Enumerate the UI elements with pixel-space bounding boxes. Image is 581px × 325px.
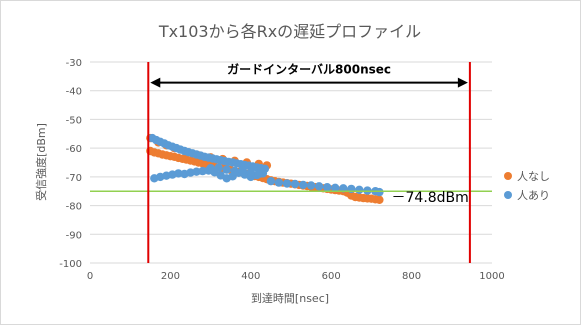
data-point (375, 187, 384, 197)
grid (90, 61, 492, 264)
legend-marker (504, 172, 512, 180)
legend-label: 人なし (517, 170, 550, 183)
data-point (192, 167, 201, 176)
x-tick-label: 200 (161, 271, 180, 282)
data-point (323, 183, 332, 192)
y-tick-label: -90 (66, 230, 82, 241)
data-point (174, 169, 183, 178)
x-tick-labels: 0 200 400 600 800 1000 (87, 271, 505, 282)
data-point (214, 163, 223, 172)
y-tick-label: -60 (66, 144, 82, 155)
data-point (282, 179, 292, 188)
arrow-head-right (457, 77, 468, 88)
legend-label: 人あり (517, 189, 550, 202)
y-axis-label: 受信強度[dBm] (34, 123, 48, 201)
y-tick-label: -80 (66, 202, 82, 213)
series-layer (146, 133, 384, 204)
data-point (314, 182, 324, 191)
x-tick-label: 1000 (479, 271, 504, 282)
data-point (298, 180, 308, 190)
arrow-head-left (150, 77, 161, 88)
threshold-label: －74.8dBm (392, 190, 469, 206)
x-tick-label: 0 (87, 271, 93, 282)
data-point (254, 169, 263, 179)
data-point (230, 166, 239, 176)
y-tick-label: -70 (66, 173, 82, 184)
series-2 (148, 133, 384, 197)
x-axis-label: 到達時間[nsec] (251, 292, 329, 305)
guard-interval-label: ガードインターバル800nsec (227, 62, 391, 77)
y-tick-labels: -30 -40 -50 -60 -70 -80 -90 -100 (59, 58, 82, 270)
data-point (331, 183, 340, 192)
y-tick-label: -100 (59, 259, 82, 270)
data-point (290, 179, 300, 189)
y-tick-label: -30 (66, 58, 82, 69)
data-point (306, 181, 316, 190)
x-tick-label: 800 (402, 271, 421, 282)
data-point (355, 185, 364, 194)
data-point (206, 164, 215, 173)
y-tick-label: -40 (66, 87, 82, 98)
legend-marker (504, 191, 512, 199)
data-point (274, 178, 284, 187)
annotation-layer: ガードインターバル800nsec －74.8dBm (90, 62, 492, 263)
data-point (238, 166, 247, 175)
data-point (246, 168, 255, 177)
chart-title: Tx103から各Rxの遅延プロファイル (158, 22, 421, 41)
data-point (266, 177, 276, 186)
y-tick-label: -50 (66, 115, 82, 126)
x-tick-label: 400 (241, 271, 260, 282)
data-point (375, 195, 384, 204)
x-tick-label: 600 (322, 271, 341, 282)
data-point (339, 184, 348, 193)
data-point (222, 165, 231, 174)
